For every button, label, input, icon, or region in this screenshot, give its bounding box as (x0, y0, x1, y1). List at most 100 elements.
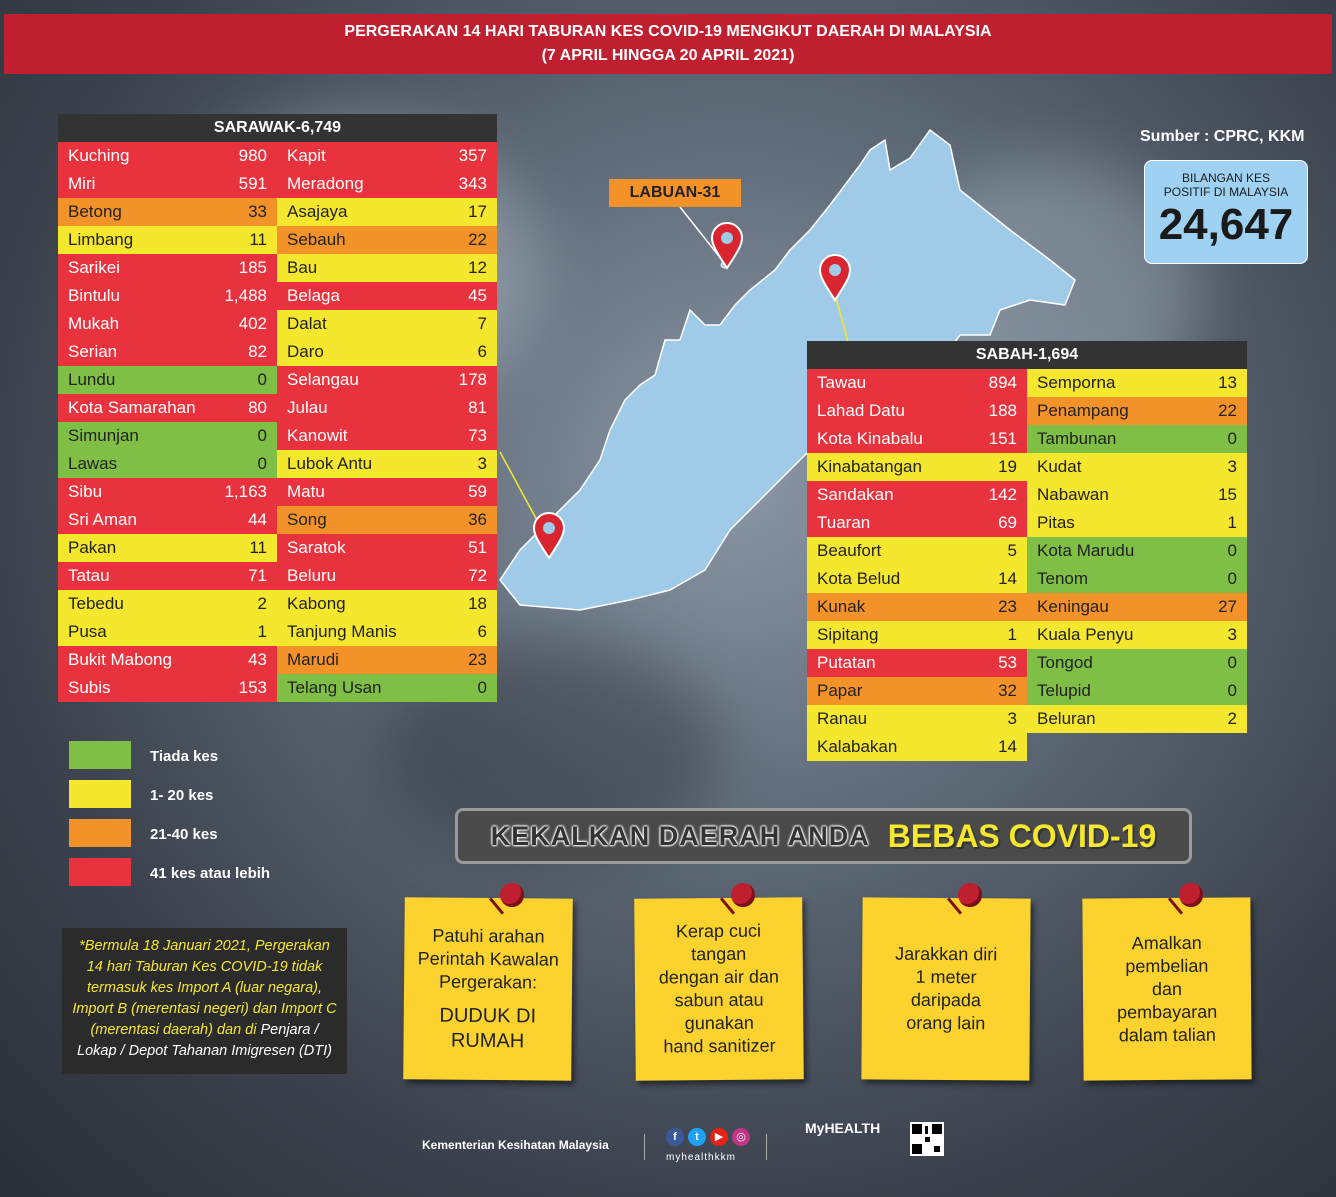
district-name: Telang Usan (277, 674, 438, 702)
district-cases: 51 (437, 534, 497, 562)
district-row: Kunak 23 (807, 593, 1027, 621)
twitter-icon[interactable]: t (688, 1128, 706, 1146)
facebook-icon[interactable]: f (666, 1128, 684, 1146)
legend-swatch-high (69, 858, 131, 886)
sabah-table-right: Semporna 13 Penampang 22 Tambunan 0 Kudat 3 Naba… (1027, 369, 1247, 733)
district-row: Semporna 13 (1027, 369, 1247, 397)
district-name: Sipitang (807, 621, 966, 649)
district-name: Marudi (277, 646, 438, 674)
district-row: Saratok 51 (277, 534, 497, 562)
district-name: Betong (58, 198, 212, 226)
district-cases: 14 (965, 733, 1027, 761)
district-cases: 19 (965, 453, 1027, 481)
header-title: PERGERAKAN 14 HARI TABURAN KES COVID-19 … (344, 23, 992, 40)
district-cases: 185 (211, 254, 277, 282)
district-row: Tambunan 0 (1027, 425, 1247, 453)
district-row: Telupid 0 (1027, 677, 1247, 705)
district-cases: 1,163 (211, 478, 277, 506)
district-name: Simunjan (58, 422, 212, 450)
district-row: Lawas 0 (58, 450, 277, 478)
district-name: Semporna (1027, 369, 1193, 397)
district-name: Julau (277, 394, 438, 422)
district-cases: 13 (1192, 369, 1247, 397)
district-cases: 7 (437, 310, 497, 338)
youtube-icon[interactable]: ▶ (710, 1128, 728, 1146)
legend-label-low: 1- 20 kes (150, 787, 214, 804)
sarawak-table-right: Kapit 357 Meradong 343 Asajaya 17 Sebauh 22 Bau 1… (277, 142, 497, 702)
qr-code-icon[interactable] (910, 1122, 944, 1156)
district-row: Sebauh 22 (277, 226, 497, 254)
district-cases: 53 (965, 649, 1027, 677)
district-row: Sandakan 142 (807, 481, 1027, 509)
footer: Kementerian Kesihatan Malaysia f t ▶ ◎ m… (422, 1128, 922, 1172)
district-name: Sri Aman (58, 506, 212, 534)
district-row: Beaufort 5 (807, 537, 1027, 565)
district-cases: 82 (211, 338, 277, 366)
district-cases: 43 (211, 646, 277, 674)
district-cases: 142 (965, 481, 1027, 509)
map-landmass (499, 128, 1076, 611)
district-cases: 343 (437, 170, 497, 198)
sticky-note-distance: Jarakkan diri 1 meter daripada orang lai… (861, 897, 1031, 1081)
district-row: Kapit 357 (277, 142, 497, 170)
district-name: Selangau (277, 366, 438, 394)
district-row: Papar 32 (807, 677, 1027, 705)
district-row: Betong 33 (58, 198, 277, 226)
district-row: Tenom 0 (1027, 565, 1247, 593)
district-row: Miri 591 (58, 170, 277, 198)
district-cases: 3 (437, 450, 497, 478)
district-name: Sarikei (58, 254, 212, 282)
district-cases: 151 (965, 425, 1027, 453)
district-row: Marudi 23 (277, 646, 497, 674)
district-cases: 81 (437, 394, 497, 422)
district-cases: 0 (1192, 649, 1247, 677)
legend-swatch-medium (69, 819, 131, 847)
social-handle: myhealthkkm (666, 1152, 736, 1163)
district-row: Kudat 3 (1027, 453, 1247, 481)
district-name: Sebauh (277, 226, 438, 254)
district-name: Kota Samarahan (58, 394, 212, 422)
district-cases: 980 (211, 142, 277, 170)
district-name: Kudat (1027, 453, 1193, 481)
district-name: Sandakan (807, 481, 966, 509)
legend-swatch-low (69, 780, 131, 808)
district-row: Tuaran 69 (807, 509, 1027, 537)
page-header: PERGERAKAN 14 HARI TABURAN KES COVID-19 … (4, 14, 1332, 74)
legend-label-none: Tiada kes (150, 748, 219, 765)
district-name: Serian (58, 338, 212, 366)
district-name: Belaga (277, 282, 438, 310)
district-name: Beluru (277, 562, 438, 590)
district-row: Lahad Datu 188 (807, 397, 1027, 425)
district-cases: 591 (211, 170, 277, 198)
slogan-part1: KEKALKAN DAERAH ANDA (490, 820, 870, 851)
district-cases: 11 (211, 226, 277, 254)
district-name: Bau (277, 254, 438, 282)
district-row: Sibu 1,163 (58, 478, 277, 506)
district-row: Nabawan 15 (1027, 481, 1247, 509)
district-name: Tuaran (807, 509, 966, 537)
legend-label-medium: 21-40 kes (150, 826, 218, 843)
district-cases: 894 (965, 369, 1027, 397)
district-cases: 188 (965, 397, 1027, 425)
district-name: Sibu (58, 478, 212, 506)
district-name: Kota Marudu (1027, 537, 1193, 565)
district-row: Pusa 1 (58, 618, 277, 646)
district-name: Lundu (58, 366, 212, 394)
district-name: Kanowit (277, 422, 438, 450)
district-name: Bukit Mabong (58, 646, 212, 674)
district-row: Daro 6 (277, 338, 497, 366)
district-name: Saratok (277, 534, 438, 562)
district-cases: 0 (1192, 425, 1247, 453)
district-row: Bintulu 1,488 (58, 282, 277, 310)
district-row: Serian 82 (58, 338, 277, 366)
district-row: Meradong 343 (277, 170, 497, 198)
district-row: Matu 59 (277, 478, 497, 506)
sarawak-table-left: Kuching 980 Miri 591 Betong 33 Limbang 11 Sarike… (58, 142, 277, 702)
sarawak-title: SARAWAK-6,749 (58, 114, 497, 142)
district-name: Asajaya (277, 198, 438, 226)
district-cases: 3 (1192, 621, 1247, 649)
district-row: Kota Kinabalu 151 (807, 425, 1027, 453)
district-name: Tanjung Manis (277, 618, 438, 646)
pushpin-icon (1179, 883, 1203, 907)
instagram-icon[interactable]: ◎ (732, 1128, 750, 1146)
